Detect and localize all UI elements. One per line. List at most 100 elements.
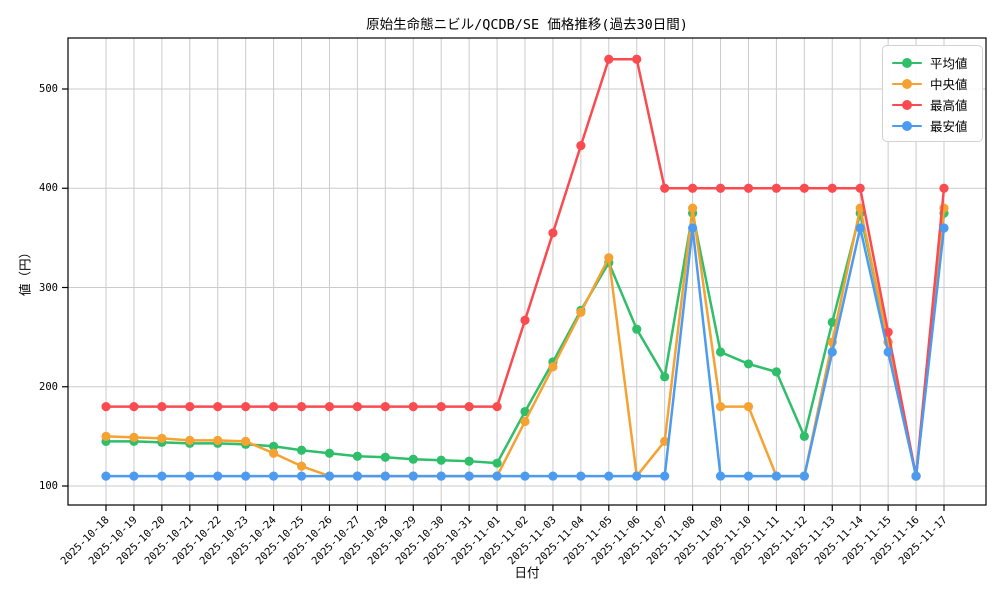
data-point-min bbox=[576, 471, 586, 481]
data-point-median bbox=[269, 448, 279, 458]
data-point-median bbox=[101, 431, 111, 441]
data-point-median bbox=[660, 436, 670, 446]
axes-frame bbox=[67, 37, 987, 506]
data-point-max bbox=[632, 54, 642, 64]
data-point-max bbox=[129, 402, 139, 412]
data-point-max bbox=[548, 228, 558, 238]
data-point-max bbox=[576, 140, 586, 151]
data-point-min bbox=[827, 347, 837, 357]
data-point-mean bbox=[436, 455, 446, 465]
legend-label-max: 最高値 bbox=[930, 98, 968, 113]
data-point-median bbox=[520, 416, 530, 427]
data-point-max bbox=[604, 54, 614, 64]
data-point-mean bbox=[743, 359, 754, 369]
data-point-min bbox=[520, 471, 530, 481]
data-point-mean bbox=[269, 441, 279, 451]
data-point-max bbox=[213, 402, 223, 412]
data-point-mean bbox=[799, 431, 809, 441]
data-point-max bbox=[296, 402, 307, 412]
y-tick-label: 100 bbox=[39, 480, 58, 492]
data-point-median bbox=[604, 253, 614, 263]
data-point-min bbox=[464, 471, 474, 481]
data-point-max bbox=[101, 402, 111, 412]
data-point-max bbox=[269, 402, 279, 412]
data-point-mean bbox=[408, 454, 418, 464]
data-point-mean bbox=[660, 372, 670, 382]
legend-marker-max bbox=[892, 99, 922, 110]
data-point-min bbox=[911, 471, 921, 481]
y-tick-label: 200 bbox=[39, 380, 58, 393]
legend-marker-min bbox=[892, 120, 922, 131]
data-point-max bbox=[743, 183, 754, 193]
data-point-max bbox=[464, 402, 474, 412]
data-point-min bbox=[352, 471, 362, 481]
data-point-mean bbox=[380, 452, 390, 462]
data-point-median bbox=[743, 402, 754, 412]
data-point-min bbox=[129, 471, 139, 481]
data-point-min bbox=[771, 471, 782, 481]
data-point-min bbox=[715, 471, 726, 481]
data-point-min bbox=[213, 471, 223, 481]
data-point-min bbox=[632, 471, 642, 481]
data-point-max bbox=[715, 183, 726, 193]
data-point-max bbox=[324, 402, 335, 412]
data-point-median bbox=[213, 435, 223, 445]
data-point-min bbox=[492, 471, 502, 481]
legend-marker-median bbox=[892, 78, 922, 89]
legend-label-min: 最安値 bbox=[930, 119, 968, 134]
data-point-mean bbox=[464, 456, 474, 466]
legend-label-median: 中央値 bbox=[930, 77, 968, 92]
data-point-mean bbox=[715, 347, 726, 357]
data-point-min bbox=[743, 471, 754, 481]
data-point-min bbox=[855, 223, 865, 233]
data-point-min bbox=[101, 471, 111, 481]
data-point-max bbox=[241, 402, 251, 412]
data-point-mean bbox=[352, 451, 362, 461]
data-point-max bbox=[827, 183, 837, 193]
data-point-min bbox=[939, 223, 949, 233]
data-point-max bbox=[771, 183, 782, 193]
legend-item-mean: 平均値 bbox=[892, 52, 973, 73]
data-point-max bbox=[352, 402, 362, 412]
data-point-median bbox=[296, 461, 307, 471]
data-point-min bbox=[269, 471, 279, 481]
data-point-min bbox=[436, 471, 446, 481]
data-point-min bbox=[185, 471, 195, 481]
data-point-median bbox=[576, 307, 586, 317]
data-point-median bbox=[715, 402, 726, 412]
legend-item-median: 中央値 bbox=[892, 73, 973, 94]
data-point-min bbox=[324, 471, 335, 481]
data-point-max bbox=[660, 183, 670, 193]
chart-title: 原始生命態ニビル/QCDB/SE 価格推移(過去30日間) bbox=[366, 17, 688, 33]
data-point-max bbox=[883, 327, 893, 337]
data-point-max bbox=[520, 315, 530, 325]
data-point-min bbox=[380, 471, 390, 481]
data-point-max bbox=[408, 402, 418, 412]
data-point-mean bbox=[520, 406, 530, 417]
data-point-mean bbox=[827, 317, 837, 327]
data-point-min bbox=[688, 223, 698, 233]
y-tick-label: 400 bbox=[39, 182, 58, 195]
x-axis-label: 日付 bbox=[514, 565, 540, 580]
data-point-mean bbox=[324, 448, 335, 458]
legend: 平均値中央値最高値最安値 bbox=[882, 45, 983, 142]
data-point-mean bbox=[632, 324, 642, 334]
legend-label-mean: 平均値 bbox=[930, 56, 968, 71]
data-point-max bbox=[855, 183, 865, 193]
data-point-median bbox=[548, 362, 558, 372]
data-point-median bbox=[129, 432, 139, 442]
data-point-mean bbox=[492, 458, 502, 468]
data-point-median bbox=[185, 435, 195, 445]
y-tick-label: 500 bbox=[39, 83, 58, 95]
data-point-max bbox=[688, 183, 698, 193]
data-point-median bbox=[241, 436, 251, 446]
data-point-min bbox=[548, 471, 558, 481]
data-point-mean bbox=[296, 445, 307, 455]
legend-marker-mean bbox=[892, 57, 922, 68]
legend-item-min: 最安値 bbox=[892, 115, 973, 136]
data-point-min bbox=[157, 471, 167, 481]
data-point-max bbox=[799, 183, 809, 193]
data-point-max bbox=[436, 402, 446, 412]
